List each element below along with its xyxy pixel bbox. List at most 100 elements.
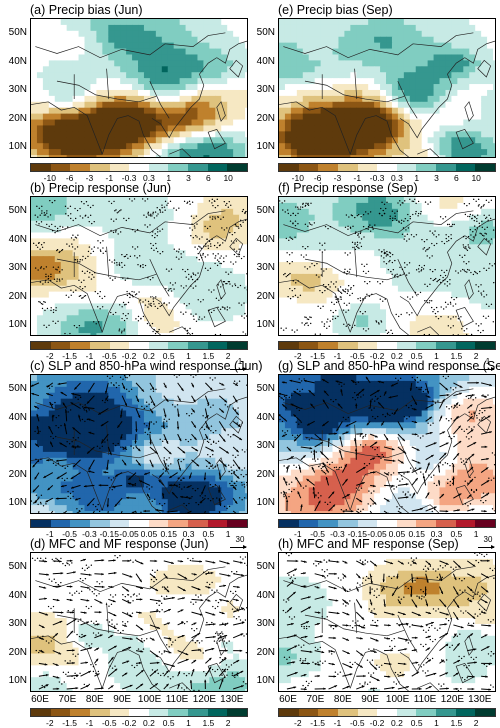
- colorbar-swatch: [416, 164, 436, 171]
- colorbar-swatch: [377, 709, 397, 716]
- map-d: [30, 552, 248, 692]
- colorbar-swatch: [358, 520, 378, 527]
- colorbar-swatch: [338, 164, 358, 171]
- map-field: [279, 553, 495, 691]
- colorbar-swatch: [377, 164, 397, 171]
- lat-tick-label: 50N: [3, 384, 27, 394]
- lat-tick-label: 10N: [251, 142, 275, 152]
- colorbar-swatch: [358, 342, 378, 349]
- colorbar-swatch: [318, 342, 338, 349]
- colorbar-swatch: [279, 342, 299, 349]
- colorbar-swatch: [397, 520, 417, 527]
- colorbar-swatch: [31, 164, 51, 171]
- colorbar-tick-label: 10: [464, 174, 488, 183]
- colorbar-swatch: [358, 709, 378, 716]
- colorbar-swatch: [188, 520, 208, 527]
- colorbar-swatch: [110, 709, 130, 716]
- panel-title: (b) Precip response (Jun): [30, 181, 171, 195]
- colorbar-swatch: [397, 709, 417, 716]
- colorbar-swatch: [279, 164, 299, 171]
- lat-tick-label: 40N: [251, 413, 275, 423]
- colorbar-swatch: [227, 709, 247, 716]
- reference-vector-label: 30: [232, 536, 248, 544]
- map-field: [279, 375, 495, 513]
- colorbar-swatch: [227, 342, 247, 349]
- colorbar-swatch: [31, 520, 51, 527]
- colorbar-swatch: [90, 520, 110, 527]
- lon-tick-label: 130E: [217, 695, 247, 705]
- colorbar-swatch: [168, 164, 188, 171]
- lat-tick-label: 40N: [3, 413, 27, 423]
- lat-tick-label: 10N: [3, 320, 27, 330]
- lon-tick-label: 110E: [162, 695, 192, 705]
- lat-tick-label: 30N: [3, 85, 27, 95]
- colorbar-swatch: [475, 709, 495, 716]
- lat-tick-label: 40N: [251, 591, 275, 601]
- lat-tick-label: 40N: [251, 235, 275, 245]
- lon-tick-label: 130E: [465, 695, 495, 705]
- colorbar-swatch: [416, 520, 436, 527]
- colorbar: [30, 519, 248, 528]
- panel-title: (f) Precip response (Sep): [278, 181, 418, 195]
- colorbar-swatch: [416, 342, 436, 349]
- colorbar-swatch: [70, 520, 90, 527]
- colorbar-swatch: [456, 520, 476, 527]
- map-a: [30, 18, 248, 158]
- colorbar-swatch: [110, 342, 130, 349]
- colorbar-swatch: [338, 709, 358, 716]
- colorbar-swatch: [168, 342, 188, 349]
- colorbar-swatch: [70, 342, 90, 349]
- colorbar-swatch: [110, 520, 130, 527]
- colorbar-swatch: [129, 164, 149, 171]
- colorbar-swatch: [149, 709, 169, 716]
- colorbar-tick-label: 2: [464, 719, 488, 728]
- lat-tick-label: 10N: [251, 320, 275, 330]
- colorbar-swatch: [299, 520, 319, 527]
- reference-vector-arrow: [230, 369, 246, 370]
- lat-tick-label: 30N: [3, 441, 27, 451]
- colorbar-swatch: [168, 709, 188, 716]
- map-f: [278, 196, 496, 336]
- map-field: [279, 19, 495, 157]
- lat-tick-label: 10N: [3, 142, 27, 152]
- colorbar-swatch: [299, 709, 319, 716]
- lat-tick-label: 50N: [251, 384, 275, 394]
- colorbar-tick-label: 10: [216, 174, 240, 183]
- map-e: [278, 18, 496, 158]
- colorbar-swatch: [51, 709, 71, 716]
- colorbar-swatch: [377, 342, 397, 349]
- colorbar-swatch: [436, 342, 456, 349]
- lat-tick-label: 10N: [3, 676, 27, 686]
- lat-tick-label: 20N: [3, 292, 27, 302]
- colorbar: [278, 519, 496, 528]
- lat-tick-label: 20N: [251, 648, 275, 658]
- lat-tick-label: 50N: [251, 28, 275, 38]
- lon-tick-label: 80E: [328, 695, 358, 705]
- map-field: [31, 553, 247, 691]
- panel-title: (a) Precip bias (Jun): [30, 3, 143, 17]
- colorbar-swatch: [299, 164, 319, 171]
- lon-tick-label: 90E: [355, 695, 385, 705]
- colorbar-swatch: [227, 164, 247, 171]
- lon-tick-label: 120E: [189, 695, 219, 705]
- colorbar-swatch: [90, 164, 110, 171]
- colorbar-swatch: [299, 342, 319, 349]
- colorbar-swatch: [51, 520, 71, 527]
- colorbar-swatch: [318, 164, 338, 171]
- colorbar-swatch: [279, 520, 299, 527]
- colorbar-swatch: [436, 520, 456, 527]
- reference-vector-label: 1: [232, 358, 248, 366]
- lon-tick-label: 60E: [25, 695, 55, 705]
- colorbar-swatch: [456, 709, 476, 716]
- colorbar-swatch: [129, 709, 149, 716]
- colorbar-swatch: [397, 342, 417, 349]
- reference-vector-arrow: [478, 547, 494, 548]
- map-h: [278, 552, 496, 692]
- colorbar-swatch: [70, 164, 90, 171]
- colorbar-swatch: [70, 709, 90, 716]
- colorbar-swatch: [227, 520, 247, 527]
- lat-tick-label: 40N: [251, 57, 275, 67]
- reference-vector-arrow: [478, 369, 494, 370]
- colorbar: [278, 163, 496, 172]
- colorbar-swatch: [129, 342, 149, 349]
